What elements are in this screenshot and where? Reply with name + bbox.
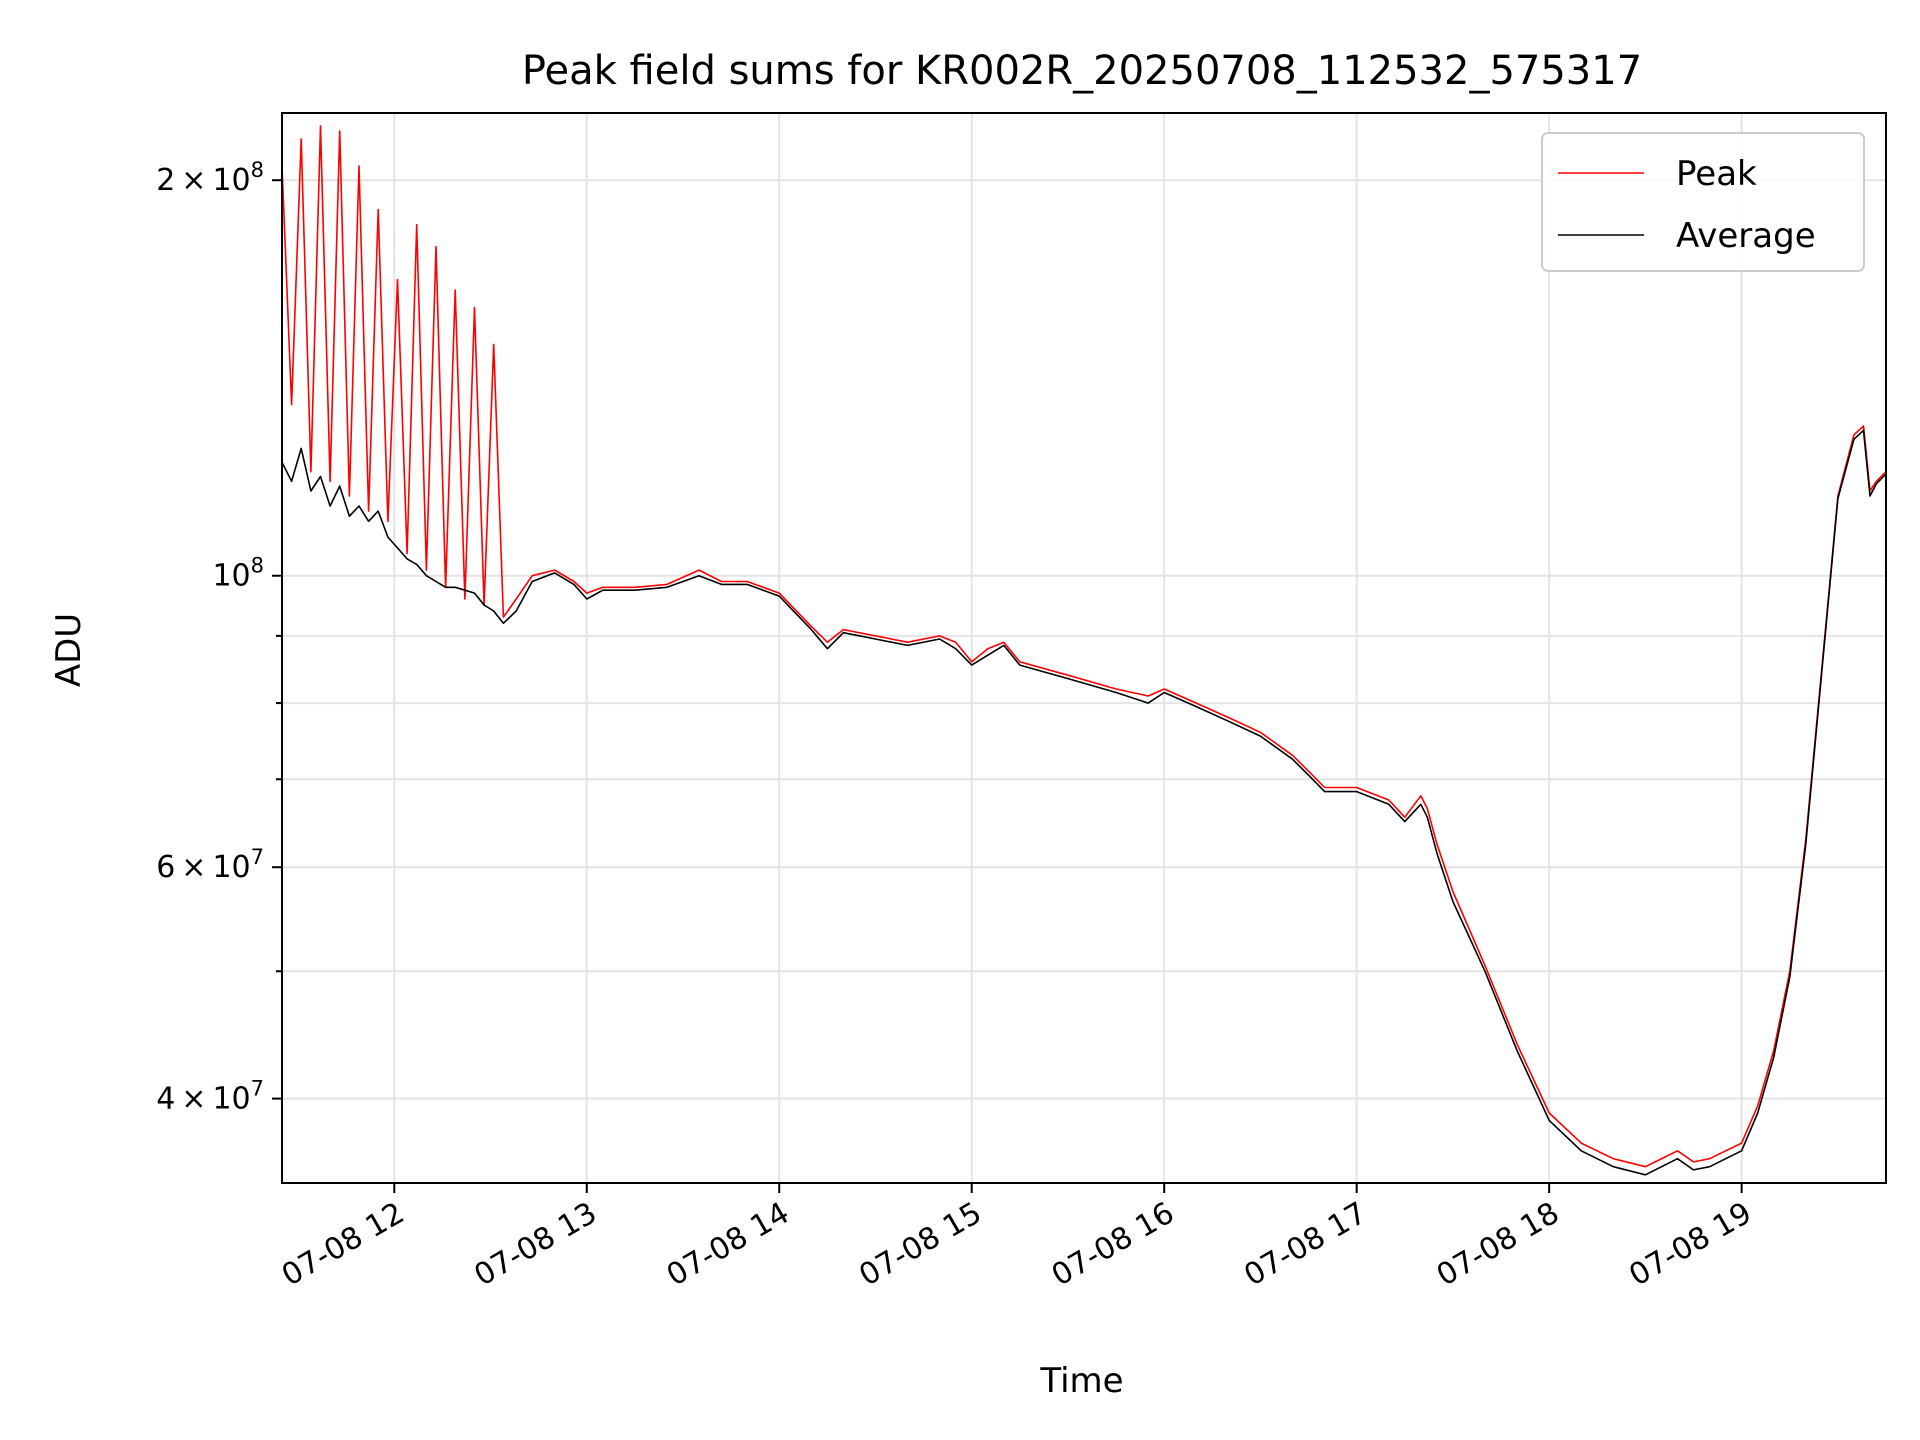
series-line-average bbox=[281, 429, 1887, 1176]
y-tick-base: 10 bbox=[212, 850, 250, 885]
plot-area bbox=[281, 125, 1887, 1176]
y-tick-label: 4 × 107 bbox=[156, 1077, 264, 1117]
y-tick-exponent: 8 bbox=[251, 158, 264, 182]
y-tick-base: 10 bbox=[212, 1082, 250, 1117]
legend-label-peak: Peak bbox=[1676, 154, 1757, 194]
y-tick-times-sign: × bbox=[175, 1082, 212, 1117]
legend-label-average: Average bbox=[1676, 216, 1816, 256]
legend-box bbox=[1541, 132, 1865, 272]
y-tick-mantissa: 6 bbox=[156, 850, 175, 885]
y-axis-label: ADU bbox=[49, 613, 89, 687]
y-tick-exponent: 7 bbox=[251, 845, 264, 869]
y-tick-exponent: 7 bbox=[251, 1077, 264, 1101]
y-tick-label: 108 bbox=[212, 554, 264, 594]
y-tick-base: 10 bbox=[212, 163, 250, 198]
y-tick-mantissa: 4 bbox=[156, 1082, 175, 1117]
y-tick-times-sign: × bbox=[175, 850, 212, 885]
y-tick-label: 2 × 108 bbox=[156, 158, 264, 198]
y-tick-label: 6 × 107 bbox=[156, 845, 264, 885]
legend: Peak Average bbox=[1541, 132, 1865, 272]
series-line-peak bbox=[281, 125, 1887, 1168]
plot-frame bbox=[281, 112, 1887, 1184]
grid bbox=[282, 113, 1886, 1183]
x-axis-label: Time bbox=[1039, 1361, 1123, 1401]
y-tick-mantissa: 2 bbox=[156, 163, 175, 198]
y-tick-base: 10 bbox=[212, 559, 250, 594]
chart-title: Peak field sums for KR002R_20250708_1125… bbox=[522, 48, 1642, 94]
y-tick-times-sign: × bbox=[175, 163, 212, 198]
y-tick-exponent: 8 bbox=[251, 554, 264, 578]
